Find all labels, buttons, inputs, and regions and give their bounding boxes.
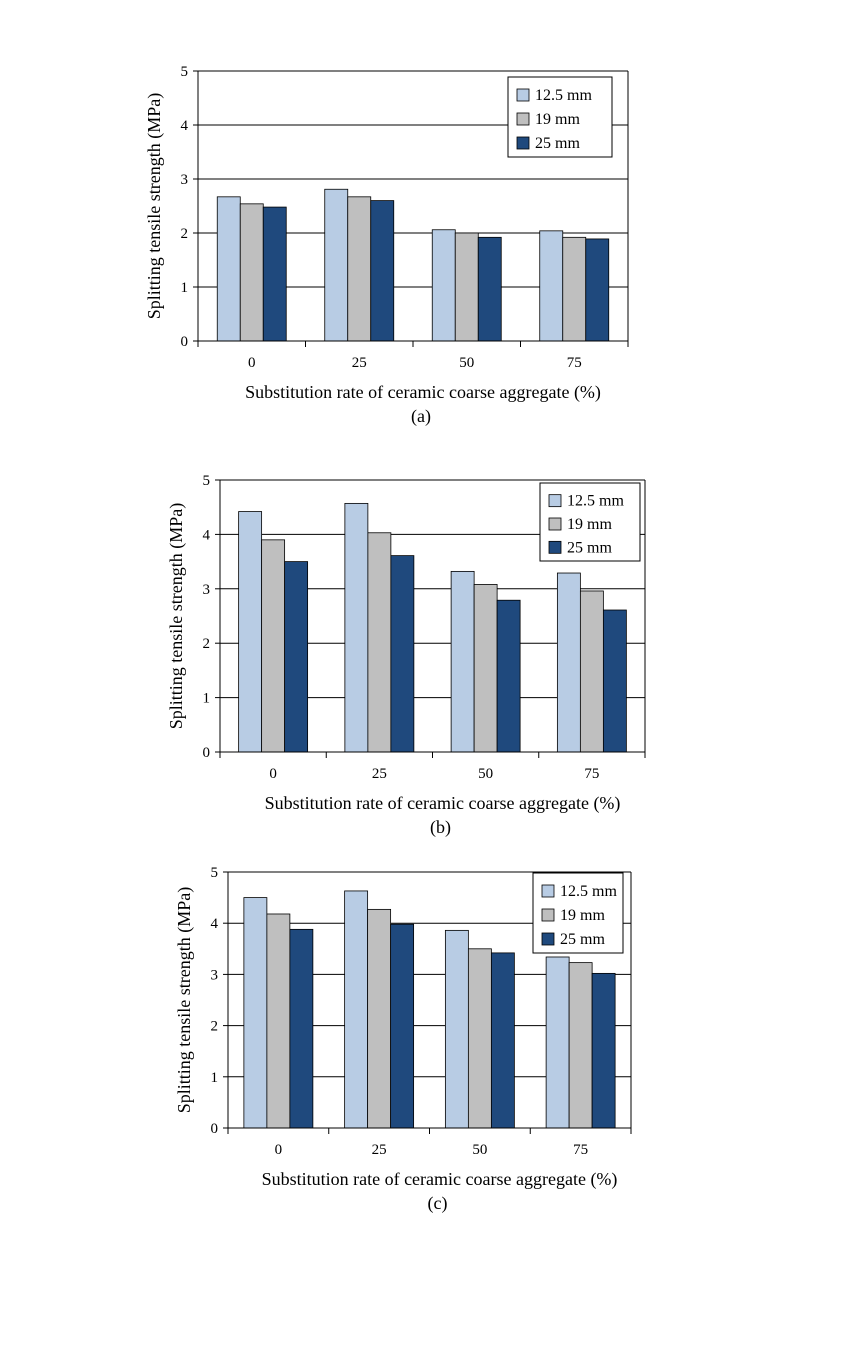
y-tick-label-3: 3 <box>181 172 189 188</box>
bar-75-series-2 <box>602 609 627 753</box>
x-tick-label-0: 0 <box>269 766 277 782</box>
bar-25-series-0 <box>344 502 369 753</box>
legend-label-2: 25 mm <box>560 931 605 948</box>
y-axis-label: Splitting tensile strength (MPa) <box>166 503 187 730</box>
legend-label-0: 12.5 mm <box>567 493 624 510</box>
bar-0-series-0 <box>216 196 241 342</box>
y-tick-label-4: 4 <box>181 118 189 134</box>
bar-50-series-2 <box>496 599 521 753</box>
legend-swatch-1 <box>516 112 530 126</box>
bar-0-series-1 <box>239 203 264 342</box>
bar-75-series-0 <box>545 956 570 1129</box>
bar-50-series-0 <box>431 229 456 342</box>
bar-25-series-1 <box>367 532 392 753</box>
y-tick-label-2: 2 <box>181 226 189 242</box>
x-tick-label-0: 0 <box>248 355 256 371</box>
y-tick-label-0: 0 <box>203 745 211 761</box>
bar-25-series-1 <box>347 196 372 342</box>
bar-0-series-0 <box>243 897 268 1129</box>
legend-label-1: 19 mm <box>535 111 580 128</box>
legend-label-1: 19 mm <box>560 907 605 924</box>
legend-label-1: 19 mm <box>567 516 612 533</box>
y-tick-label-2: 2 <box>203 636 211 652</box>
legend-swatch-0 <box>516 88 530 102</box>
bar-50-series-0 <box>444 929 469 1129</box>
x-tick-label-25: 25 <box>352 355 367 371</box>
x-tick-label-25: 25 <box>372 1142 387 1158</box>
legend-label-2: 25 mm <box>535 135 580 152</box>
bar-75-series-2 <box>585 238 610 342</box>
legend-label-0: 12.5 mm <box>535 87 592 104</box>
bar-75-series-1 <box>568 962 593 1129</box>
bar-50-series-1 <box>473 584 498 753</box>
x-tick-label-50: 50 <box>478 766 493 782</box>
bar-25-series-1 <box>367 908 392 1129</box>
legend-swatch-1 <box>548 517 562 531</box>
x-axis-label: Substitution rate of ceramic coarse aggr… <box>262 1169 618 1190</box>
panel-label: (a) <box>411 406 431 427</box>
bar-25-series-2 <box>390 923 415 1129</box>
bar-0-series-2 <box>289 928 314 1129</box>
legend-swatch-2 <box>541 932 555 946</box>
x-tick-label-0: 0 <box>275 1142 283 1158</box>
bar-25-series-2 <box>370 200 395 342</box>
bar-25-series-0 <box>344 890 369 1129</box>
y-tick-label-1: 1 <box>181 280 189 296</box>
y-tick-label-4: 4 <box>211 916 219 932</box>
bar-75-series-0 <box>556 572 581 753</box>
x-tick-label-75: 75 <box>584 766 599 782</box>
bar-50-series-2 <box>477 236 502 342</box>
bar-0-series-2 <box>284 561 309 753</box>
bar-50-series-0 <box>450 570 475 753</box>
bar-0-series-2 <box>262 206 287 342</box>
legend-swatch-0 <box>541 884 555 898</box>
y-tick-label-4: 4 <box>203 527 211 543</box>
x-tick-label-75: 75 <box>567 355 582 371</box>
x-tick-label-75: 75 <box>573 1142 588 1158</box>
y-tick-label-3: 3 <box>203 582 211 598</box>
y-tick-label-1: 1 <box>203 691 211 707</box>
bar-25-series-2 <box>390 555 415 753</box>
legend-swatch-2 <box>548 540 562 554</box>
x-tick-label-25: 25 <box>372 766 387 782</box>
y-tick-label-3: 3 <box>211 967 219 983</box>
legend-swatch-2 <box>516 136 530 150</box>
bar-75-series-2 <box>591 972 616 1129</box>
bar-0-series-0 <box>238 511 263 753</box>
x-tick-label-50: 50 <box>472 1142 487 1158</box>
bar-0-series-1 <box>261 539 286 753</box>
bar-50-series-1 <box>454 232 479 342</box>
y-tick-label-0: 0 <box>211 1121 219 1137</box>
y-tick-label-1: 1 <box>211 1070 219 1086</box>
bar-50-series-2 <box>490 952 515 1129</box>
y-tick-label-5: 5 <box>211 865 219 881</box>
x-axis-label: Substitution rate of ceramic coarse aggr… <box>245 382 601 403</box>
bar-75-series-0 <box>539 230 564 342</box>
y-tick-label-5: 5 <box>181 64 189 80</box>
legend-label-0: 12.5 mm <box>560 883 617 900</box>
bar-75-series-1 <box>579 590 604 753</box>
x-tick-label-50: 50 <box>459 355 474 371</box>
y-axis-label: Splitting tensile strength (MPa) <box>174 887 195 1114</box>
bar-75-series-1 <box>562 236 587 342</box>
legend-label-2: 25 mm <box>567 539 612 556</box>
bar-50-series-1 <box>467 948 492 1129</box>
y-tick-label-5: 5 <box>203 473 211 489</box>
legend-swatch-1 <box>541 908 555 922</box>
y-tick-label-0: 0 <box>181 334 189 350</box>
bar-25-series-0 <box>324 188 349 342</box>
panel-label: (b) <box>430 817 451 838</box>
y-axis-label: Splitting tensile strength (MPa) <box>144 93 165 320</box>
legend-swatch-0 <box>548 494 562 508</box>
y-tick-label-2: 2 <box>211 1019 219 1035</box>
bar-0-series-1 <box>266 913 291 1129</box>
panel-label: (c) <box>428 1193 448 1214</box>
x-axis-label: Substitution rate of ceramic coarse aggr… <box>265 793 621 814</box>
